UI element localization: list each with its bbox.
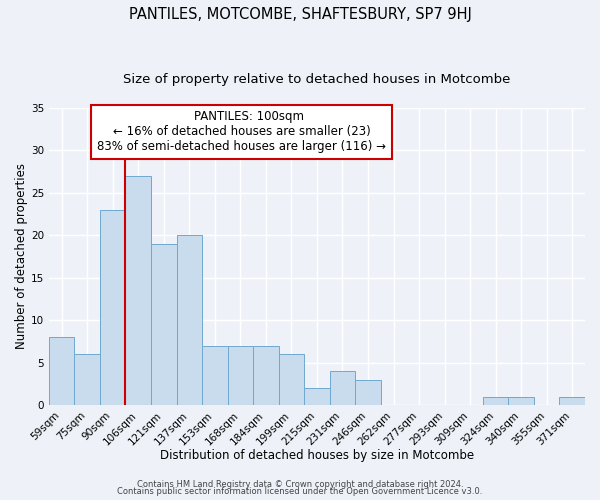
Text: PANTILES: 100sqm
← 16% of detached houses are smaller (23)
83% of semi-detached : PANTILES: 100sqm ← 16% of detached house… bbox=[97, 110, 386, 154]
Bar bbox=[176, 235, 202, 405]
Bar bbox=[355, 380, 381, 405]
Bar bbox=[330, 371, 355, 405]
Bar bbox=[508, 396, 534, 405]
Y-axis label: Number of detached properties: Number of detached properties bbox=[15, 164, 28, 350]
Text: Contains public sector information licensed under the Open Government Licence v3: Contains public sector information licen… bbox=[118, 487, 482, 496]
Bar bbox=[74, 354, 100, 405]
Bar bbox=[278, 354, 304, 405]
Bar bbox=[125, 176, 151, 405]
Text: PANTILES, MOTCOMBE, SHAFTESBURY, SP7 9HJ: PANTILES, MOTCOMBE, SHAFTESBURY, SP7 9HJ bbox=[128, 8, 472, 22]
Bar bbox=[559, 396, 585, 405]
Bar bbox=[227, 346, 253, 405]
Bar bbox=[253, 346, 278, 405]
Bar bbox=[202, 346, 227, 405]
Bar bbox=[151, 244, 176, 405]
Bar bbox=[304, 388, 330, 405]
X-axis label: Distribution of detached houses by size in Motcombe: Distribution of detached houses by size … bbox=[160, 450, 474, 462]
Bar bbox=[100, 210, 125, 405]
Bar bbox=[49, 337, 74, 405]
Title: Size of property relative to detached houses in Motcombe: Size of property relative to detached ho… bbox=[123, 72, 511, 86]
Text: Contains HM Land Registry data © Crown copyright and database right 2024.: Contains HM Land Registry data © Crown c… bbox=[137, 480, 463, 489]
Bar bbox=[483, 396, 508, 405]
